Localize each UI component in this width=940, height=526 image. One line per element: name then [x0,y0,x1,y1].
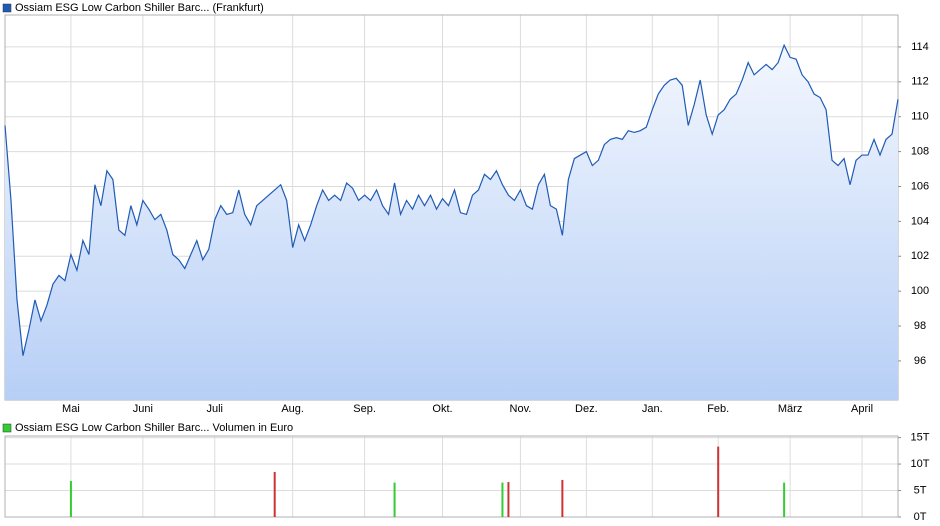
y-tick-label: 100 [911,285,929,297]
y-tick-label: 104 [911,215,929,227]
x-tick-label: Juni [133,403,153,415]
price-area [5,45,898,401]
x-tick-label: März [778,403,802,415]
y-tick-label: 114 [911,41,929,53]
volume-bar [69,481,72,517]
y-tick-label: 102 [911,250,929,262]
y-tick-label: 96 [914,355,926,367]
legend-swatch [2,3,12,13]
volume-bar [561,479,564,517]
plot-frame [4,435,899,518]
y-tick-label: 108 [911,145,929,157]
x-tick-label: April [851,403,873,415]
legend-label: Ossiam ESG Low Carbon Shiller Barc... Vo… [15,422,293,434]
y-tick-label: 106 [911,180,929,192]
x-tick-label: Feb. [707,403,729,415]
volume-bar [501,482,504,517]
x-tick-label: Mai [62,403,80,415]
x-tick-label: Okt. [432,403,452,415]
volume-bar [783,482,786,517]
y-tick-label: 0T [914,511,927,523]
volume-bar [717,446,720,517]
volume-bar [507,482,510,517]
y-tick-label: 112 [911,76,929,88]
volume-bar [393,482,396,517]
legend-label: Ossiam ESG Low Carbon Shiller Barc... (F… [15,2,264,14]
x-tick-label: Nov. [510,403,532,415]
y-tick-label: 110 [911,111,929,123]
y-tick-label: 15T [911,431,930,443]
x-tick-label: Juli [207,403,224,415]
y-tick-label: 10T [911,458,930,470]
x-tick-label: Dez. [575,403,598,415]
y-tick-label: 98 [914,320,926,332]
x-tick-label: Jan. [642,403,663,415]
x-tick-label: Aug. [281,403,304,415]
x-tick-label: Sep. [353,403,376,415]
volume-bar [273,472,276,517]
legend-swatch [2,423,12,433]
price-line [4,43,899,356]
y-tick-label: 5T [914,484,927,496]
